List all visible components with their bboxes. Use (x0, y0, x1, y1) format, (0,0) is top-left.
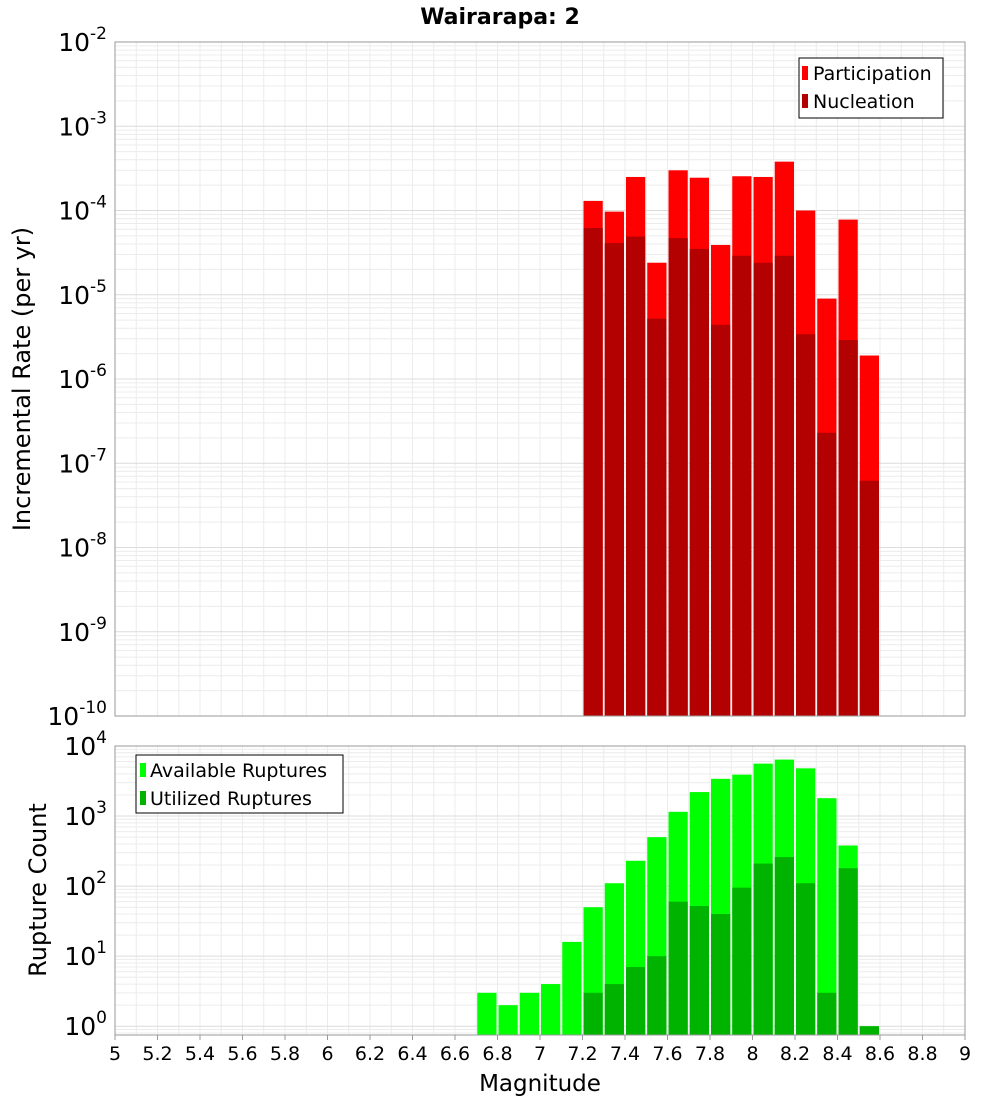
bar-utilized-ruptures (838, 868, 858, 1035)
bar-available-ruptures (519, 992, 539, 1035)
bar-utilized-ruptures (859, 1026, 879, 1035)
utilized-ruptures-legend-label: Utilized Ruptures (150, 788, 312, 810)
x-tick-label: 5 (109, 1043, 121, 1065)
bottom-legend-box (135, 754, 344, 814)
participation-legend-label: Participation (813, 63, 932, 85)
y-tick-label: 102 (64, 868, 107, 901)
x-tick-label: 9 (959, 1043, 971, 1065)
participation-legend-swatch (802, 66, 808, 80)
x-tick-label: 8.8 (907, 1043, 937, 1065)
bar-utilized-ruptures (647, 956, 667, 1035)
x-tick-label: 8.4 (822, 1043, 852, 1065)
nucleation-legend-label: Nucleation (813, 91, 915, 113)
x-tick-label: 6.2 (355, 1043, 385, 1065)
bottom-bars (477, 759, 879, 1035)
available-ruptures-legend-swatch (140, 763, 146, 777)
top-y-axis-label: Incremental Rate (per yr) (8, 227, 36, 531)
bar-nucleation (774, 255, 794, 716)
bar-nucleation (859, 480, 879, 716)
bottom-legend: Available Ruptures Utilized Ruptures (135, 754, 344, 814)
top-bars (583, 161, 879, 717)
y-tick-label: 100 (64, 1008, 107, 1041)
top-grid (114, 41, 966, 717)
y-tick-label: 10-2 (58, 24, 107, 57)
bar-utilized-ruptures (689, 906, 709, 1035)
bottom-grid (114, 745, 966, 1035)
bar-nucleation (583, 227, 603, 716)
x-tick-label: 8 (746, 1043, 758, 1065)
bar-nucleation (668, 238, 688, 716)
bar-nucleation (689, 248, 709, 716)
bar-utilized-ruptures (732, 887, 752, 1035)
bar-nucleation (817, 432, 837, 716)
y-tick-label: 10-6 (58, 361, 107, 394)
chart-title: Wairarapa: 2 (420, 5, 580, 30)
bar-utilized-ruptures (583, 992, 603, 1035)
x-tick-label: 7.2 (567, 1043, 597, 1065)
bar-nucleation (753, 262, 773, 716)
y-tick-label: 10-4 (58, 193, 107, 226)
bar-utilized-ruptures (817, 992, 837, 1035)
x-tick-label: 5.8 (270, 1043, 300, 1065)
x-tick-label: 6 (321, 1043, 333, 1065)
bar-available-ruptures (498, 1005, 518, 1035)
bar-utilized-ruptures (774, 857, 794, 1035)
bar-nucleation (732, 255, 752, 716)
x-tick-label: 5.2 (142, 1043, 172, 1065)
y-tick-label: 10-3 (58, 108, 107, 141)
bottom-y-tick-labels: 100 101 102 103 104 (64, 728, 107, 1041)
bar-nucleation (604, 243, 624, 716)
x-tick-labels: 5 5.2 5.4 5.6 5.8 6 6.2 6.4 6.6 6.8 7 7.2 7.4 7.6 7.8 8… (109, 1035, 971, 1065)
bar-nucleation (796, 334, 816, 716)
x-tick-label: 5.6 (227, 1043, 257, 1065)
y-tick-label: 104 (64, 728, 107, 761)
available-ruptures-legend-label: Available Ruptures (150, 760, 327, 782)
y-tick-label: 10-7 (58, 445, 107, 478)
utilized-ruptures-legend-swatch (140, 791, 146, 805)
bar-nucleation (838, 340, 858, 716)
y-tick-label: 10-5 (58, 277, 107, 310)
x-tick-label: 6.6 (440, 1043, 470, 1065)
x-tick-label: 6.4 (397, 1043, 427, 1065)
bar-utilized-ruptures (753, 863, 773, 1035)
nucleation-legend-swatch (802, 94, 808, 108)
y-tick-label: 101 (64, 938, 107, 971)
bar-nucleation (626, 236, 646, 716)
x-tick-label: 7 (534, 1043, 546, 1065)
y-tick-label: 10-9 (58, 614, 107, 647)
y-tick-label: 10-10 (47, 698, 107, 731)
top-legend-box (798, 57, 944, 119)
bar-utilized-ruptures (796, 883, 816, 1035)
bar-utilized-ruptures (604, 984, 624, 1035)
bar-available-ruptures (562, 941, 582, 1035)
x-tick-label: 6.8 (482, 1043, 512, 1065)
bar-nucleation (647, 318, 667, 716)
x-tick-label: 8.6 (865, 1043, 895, 1065)
bar-available-ruptures (541, 984, 561, 1035)
bar-available-ruptures (477, 992, 497, 1035)
top-y-tick-labels: 10-10 10-9 10-8 10-7 10-6 10-5 10-4 10-3 10-2 (47, 24, 107, 731)
bar-utilized-ruptures (711, 914, 731, 1035)
x-tick-label: 7.6 (652, 1043, 682, 1065)
y-tick-label: 10-8 (58, 530, 107, 563)
top-plot-border (114, 41, 966, 717)
bar-nucleation (711, 324, 731, 716)
bar-available-ruptures (817, 798, 837, 1035)
top-legend: Participation Nucleation (798, 57, 944, 119)
x-tick-label: 7.8 (695, 1043, 725, 1065)
x-tick-label: 8.2 (780, 1043, 810, 1065)
x-tick-label: 7.4 (610, 1043, 640, 1065)
bottom-y-axis-label: Rupture Count (24, 803, 52, 977)
bar-utilized-ruptures (626, 967, 646, 1035)
x-axis-label: Magnitude (479, 1071, 601, 1097)
x-tick-label: 5.4 (185, 1043, 215, 1065)
y-tick-label: 103 (64, 798, 107, 831)
bar-utilized-ruptures (668, 901, 688, 1035)
